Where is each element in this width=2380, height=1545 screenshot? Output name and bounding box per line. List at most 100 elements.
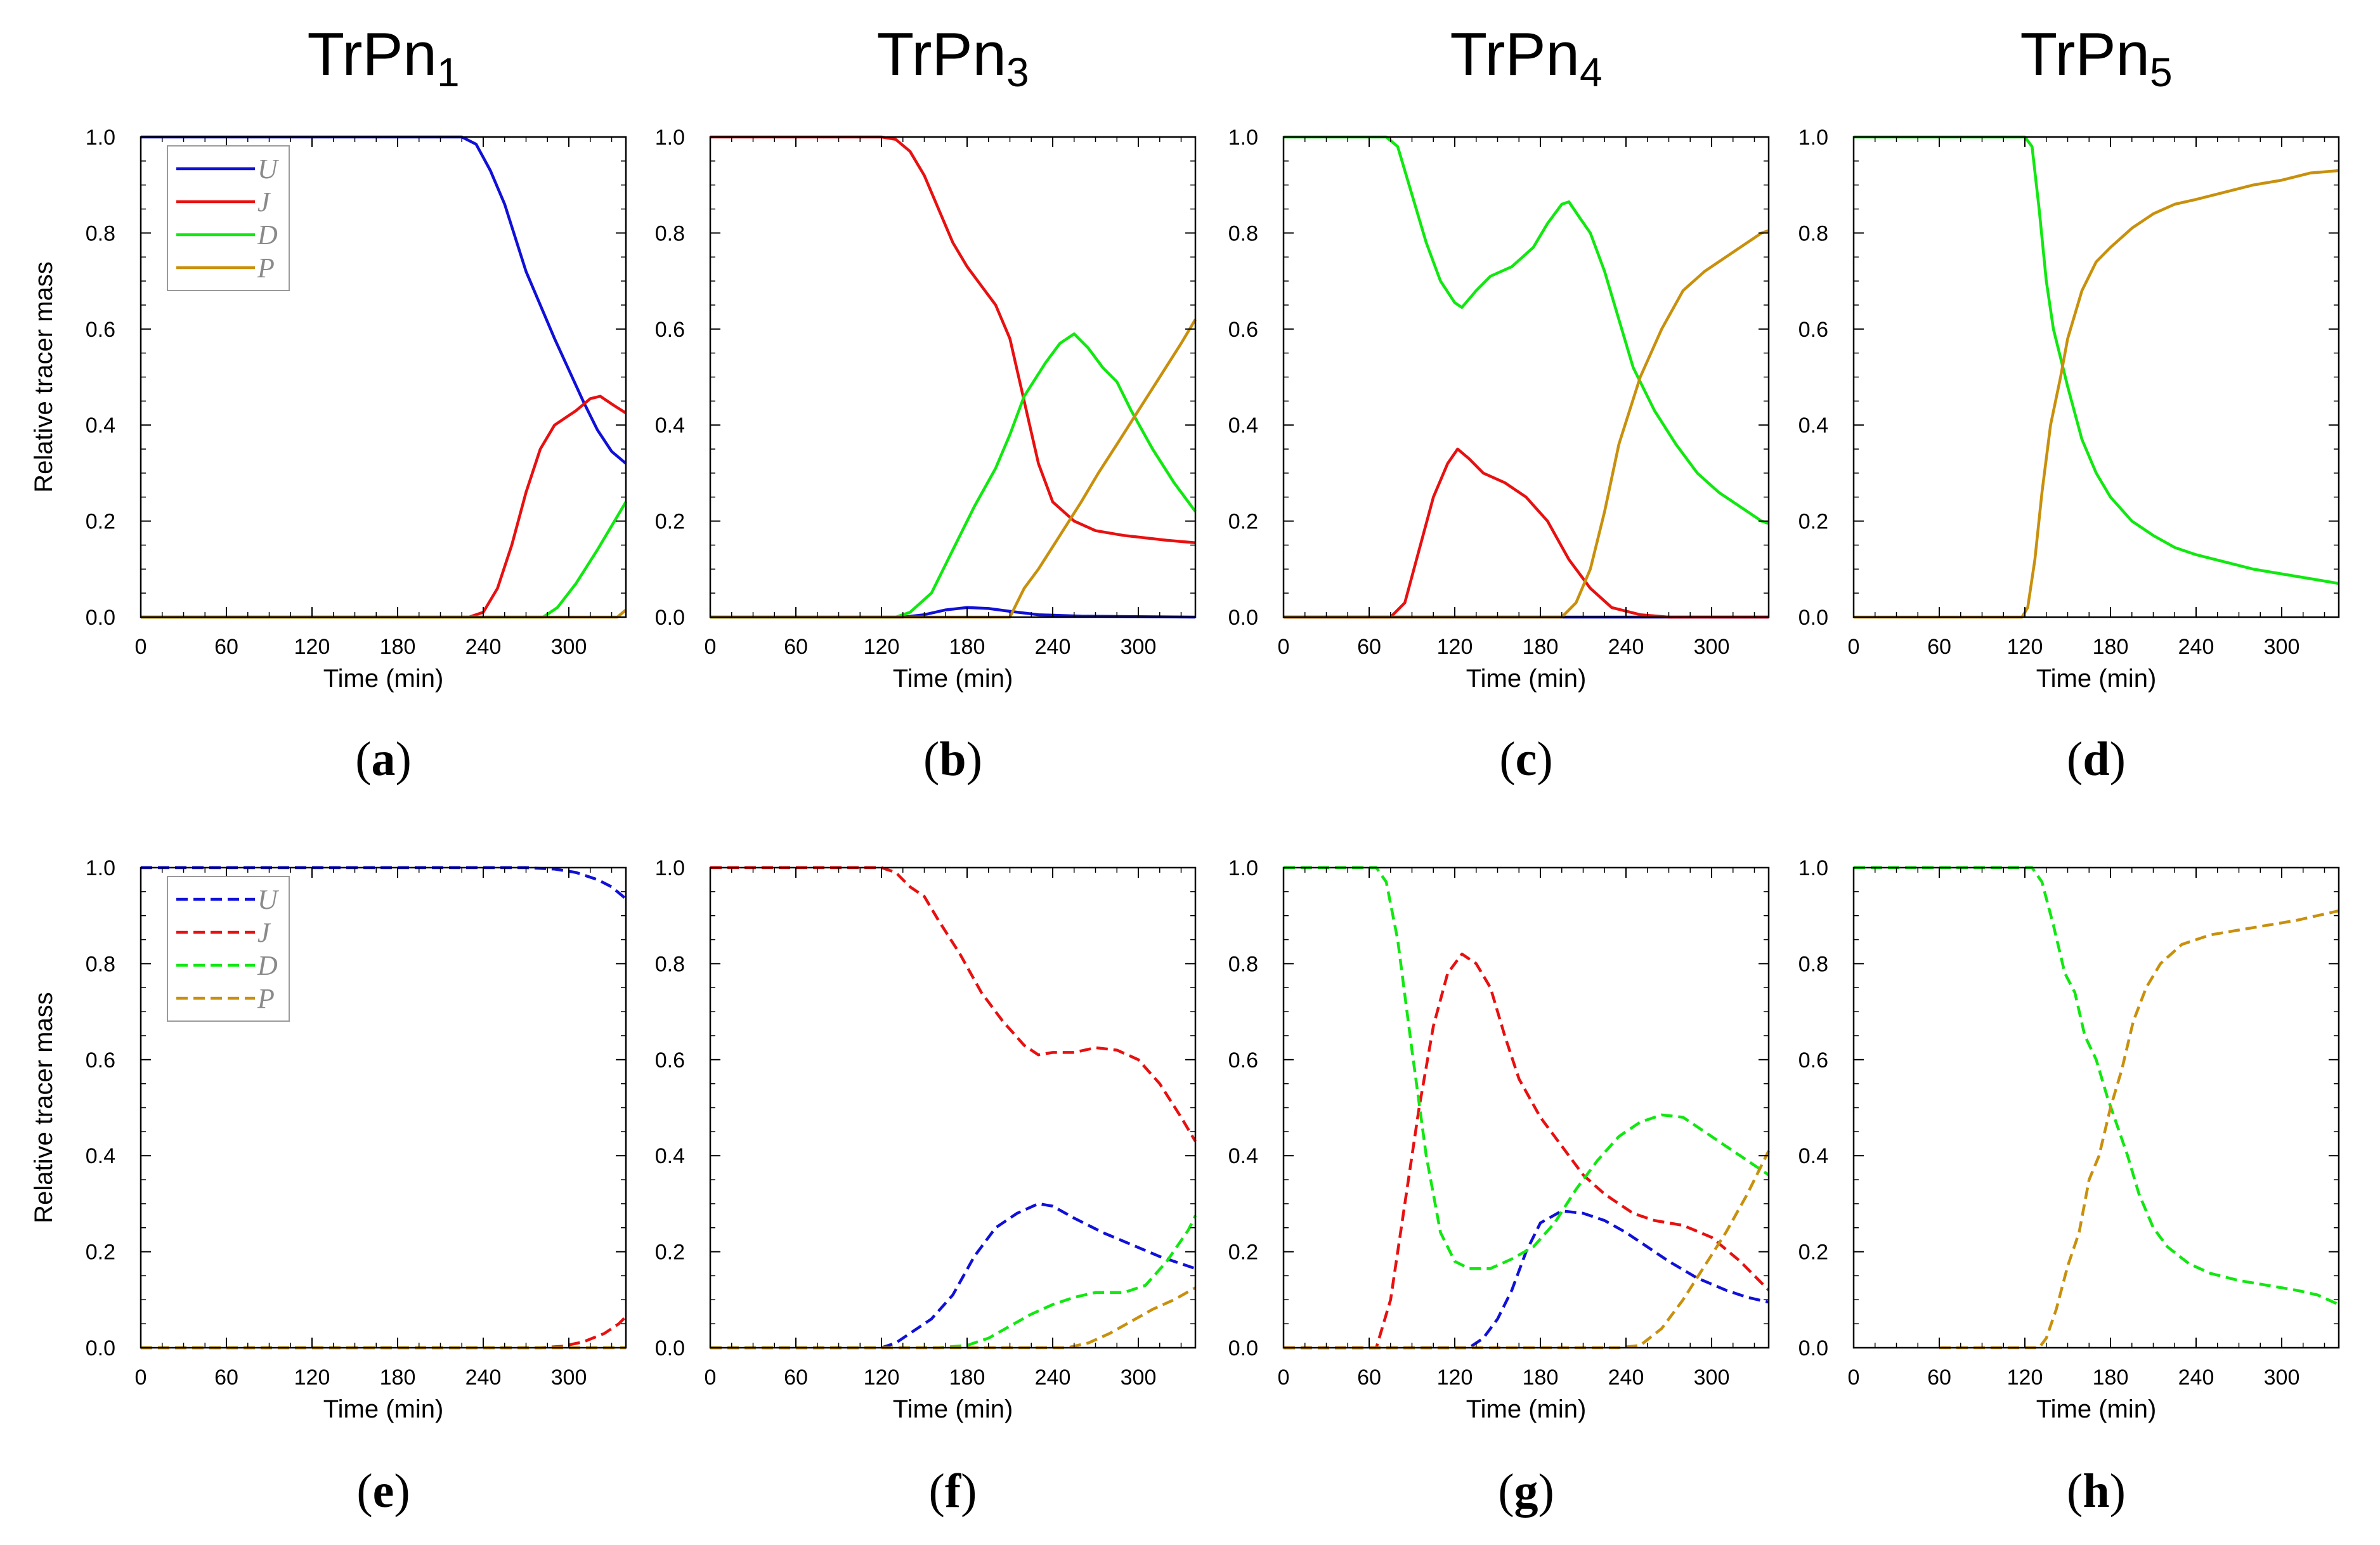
series-D-line: [710, 332, 1197, 619]
plot-frame: [709, 136, 1197, 618]
plot-frame: [709, 866, 1197, 1349]
y-tick-label: 0.6: [86, 318, 115, 342]
x-tick-label: 120: [1437, 635, 1473, 659]
y-tick-label: 0.0: [86, 1336, 115, 1360]
y-tick-label: 0.0: [655, 1336, 685, 1360]
series-J-line: [1284, 953, 1770, 1350]
panel-label: (e): [356, 1464, 410, 1518]
x-tick-label: 0: [1278, 1366, 1290, 1390]
panel-label: (h): [2067, 1464, 2126, 1518]
panel-label: (a): [355, 733, 412, 786]
series-J-line: [141, 394, 627, 619]
x-tick-label: 0: [135, 635, 147, 659]
panel-label: (f): [929, 1464, 977, 1518]
panel-g: 0 60 120 180 240 300 0.0 0.2 0.4 0.6 0.8 1.0 Time (m…: [1228, 856, 1771, 1518]
y-tick-label: 0.8: [1798, 952, 1828, 976]
panel-label: (d): [2067, 733, 2126, 786]
panels: 0 60 120 180 240 300 0.0 0.2 0.4 0.6 0.8 1.0 Time (m…: [30, 126, 2340, 1518]
y-tick-label: 0.6: [1798, 1048, 1828, 1072]
series-P-line: [710, 1286, 1197, 1350]
y-tick-label: 0.6: [1228, 1048, 1258, 1072]
series-D-line: [1284, 135, 1769, 525]
series-U-line: [141, 135, 627, 465]
legend-label-P: P: [257, 983, 275, 1014]
x-tick-label: 240: [2178, 1366, 2214, 1390]
y-tick-label: 0.2: [1798, 510, 1828, 534]
y-tick-label: 0.4: [655, 414, 685, 438]
x-axis-label: Time (min): [2036, 1395, 2157, 1423]
series-D-line: [1284, 866, 1770, 1270]
plot-frame: [1282, 136, 1770, 618]
series-P-line: [710, 318, 1197, 619]
column-title-3: TrPn4: [1450, 20, 1602, 95]
y-tick-label: 0.2: [1228, 510, 1258, 534]
y-tick-label: 0.2: [1228, 1241, 1258, 1265]
y-tick-label: 0.2: [86, 510, 115, 534]
x-tick-label: 180: [1523, 1366, 1559, 1390]
x-tick-label: 60: [1357, 1366, 1381, 1390]
y-tick-label: 0.8: [86, 221, 115, 245]
x-axis-label: Time (min): [1466, 665, 1587, 693]
series-D-line: [1854, 866, 2339, 1306]
panel-c: 0 60 120 180 240 300 0.0 0.2 0.4 0.6 0.8 1.0 Time (m…: [1228, 126, 1770, 786]
series-D-line: [1854, 135, 2339, 585]
y-tick-label: 0.8: [1798, 221, 1828, 245]
x-tick-label: 300: [1121, 635, 1157, 659]
y-tick-label: 0.4: [655, 1144, 685, 1168]
panel-b: 0 60 120 180 240 300 0.0 0.2 0.4 0.6 0.8 1.0 Time (m…: [655, 126, 1197, 786]
x-tick-label: 180: [2093, 635, 2129, 659]
y-tick-label: 1.0: [655, 856, 685, 880]
plot-frame: [1852, 866, 2340, 1349]
y-tick-label: 0.4: [86, 1144, 115, 1168]
x-tick-label: 0: [1278, 635, 1290, 659]
y-tick-label: 1.0: [1798, 126, 1828, 150]
x-tick-label: 300: [1694, 1366, 1730, 1390]
y-tick-label: 0.8: [655, 952, 685, 976]
x-tick-label: 120: [864, 635, 900, 659]
y-tick-label: 0.0: [655, 606, 685, 630]
x-tick-label: 240: [465, 635, 502, 659]
x-tick-label: 60: [214, 635, 238, 659]
y-tick-label: 0.0: [1798, 606, 1828, 630]
x-tick-label: 0: [705, 635, 717, 659]
x-tick-label: 60: [214, 1366, 238, 1390]
x-tick-label: 60: [784, 635, 808, 659]
y-tick-label: 1.0: [1798, 856, 1828, 880]
series-U-line: [710, 606, 1196, 619]
legend-label-D: D: [257, 219, 278, 251]
legend-label-D: D: [257, 950, 278, 981]
panel-f: 0 60 120 180 240 300 0.0 0.2 0.4 0.6 0.8 1.0 Time (m…: [655, 856, 1197, 1518]
x-axis-label: Time (min): [1466, 1395, 1587, 1423]
x-tick-label: 240: [465, 1366, 502, 1390]
series-P-line: [1939, 909, 2339, 1350]
x-tick-label: 120: [1437, 1366, 1473, 1390]
legend-label-P: P: [257, 252, 275, 284]
x-tick-label: 240: [1608, 1366, 1644, 1390]
x-tick-label: 60: [784, 1366, 808, 1390]
y-tick-label: 1.0: [86, 126, 115, 150]
y-tick-label: 0.6: [1798, 318, 1828, 342]
y-tick-label: 0.2: [86, 1241, 115, 1265]
y-tick-label: 0.2: [1798, 1241, 1828, 1265]
series-D-line: [141, 501, 627, 619]
y-tick-label: 0.6: [86, 1048, 115, 1072]
y-tick-label: 0.8: [1228, 221, 1258, 245]
y-tick-label: 0.0: [1228, 1336, 1258, 1360]
x-tick-label: 120: [294, 1366, 330, 1390]
y-axis-label: Relative tracer mass: [30, 992, 58, 1223]
x-tick-label: 0: [1848, 635, 1860, 659]
x-tick-label: 240: [2178, 635, 2214, 659]
plot-frame: [1852, 136, 2340, 618]
panel-a: 0 60 120 180 240 300 0.0 0.2 0.4 0.6 0.8 1.0 Time (m…: [30, 126, 627, 786]
y-tick-label: 1.0: [1228, 126, 1258, 150]
x-tick-label: 120: [294, 635, 330, 659]
panel-h: 0 60 120 180 240 300 0.0 0.2 0.4 0.6 0.8 1.0 Time (m…: [1798, 856, 2340, 1518]
column-title-4: TrPn5: [2020, 20, 2172, 95]
panel-e: 0 60 120 180 240 300 0.0 0.2 0.4 0.6 0.8 1.0 Time (m…: [30, 856, 627, 1518]
x-tick-label: 240: [1035, 1366, 1071, 1390]
x-tick-label: 240: [1035, 635, 1071, 659]
legend-label-U: U: [257, 153, 280, 185]
y-tick-label: 0.2: [655, 1241, 685, 1265]
legend-label-J: J: [257, 186, 271, 218]
